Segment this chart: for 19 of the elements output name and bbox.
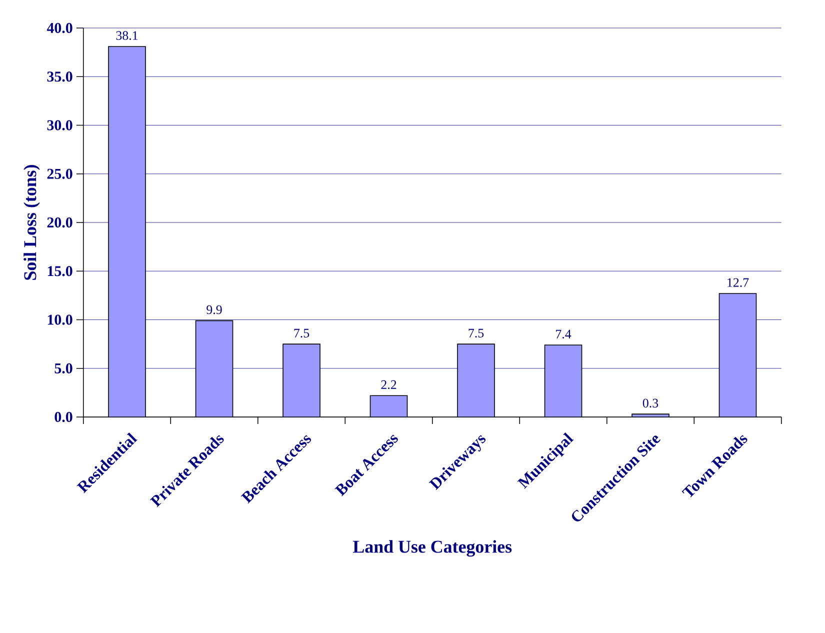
y-tick-label: 10.0 [48, 314, 72, 325]
y-tick-label: 0.0 [54, 412, 72, 422]
y-tick-label: 15.0 [48, 266, 72, 276]
y-tick-label: 25.0 [47, 168, 72, 179]
data-label: 2.2 [381, 380, 396, 390]
data-label: 9.9 [206, 305, 222, 314]
y-tick-label: 30.0 [47, 120, 72, 130]
y-tick-label: 40.0 [46, 22, 72, 34]
y-tick-label: 35.0 [47, 72, 72, 82]
data-label: 12.7 [728, 278, 749, 287]
data-label: 7.5 [468, 328, 484, 338]
data-label: 38.1 [116, 31, 138, 40]
y-tick-label: 20.0 [47, 217, 72, 228]
data-label: 7.5 [294, 328, 310, 338]
data-label: 7.4 [556, 330, 572, 339]
x-axis-title: Land Use Categories [353, 540, 512, 557]
y-tick-label: 5.0 [54, 363, 72, 374]
data-label: 0.3 [642, 398, 658, 408]
y-axis-title: Soil Loss (tons) [24, 165, 40, 280]
